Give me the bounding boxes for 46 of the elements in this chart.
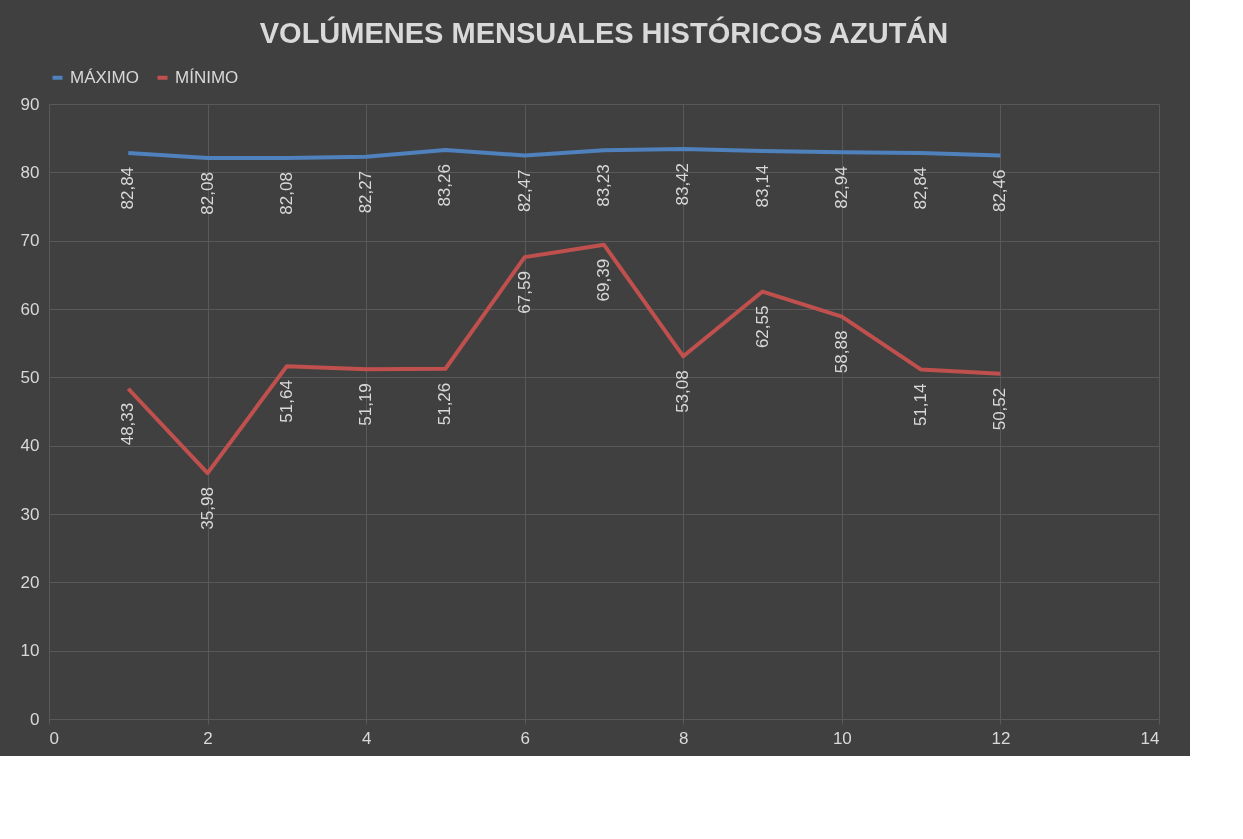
y-tick-label: 80: [20, 162, 40, 182]
y-tick-label: 70: [20, 231, 40, 251]
data-label: 82,08: [197, 172, 217, 215]
y-tick-label: 30: [20, 504, 40, 524]
x-tick-label: 6: [520, 728, 530, 748]
data-label: 82,46: [990, 169, 1010, 213]
data-label: 67,59: [514, 271, 534, 314]
y-tick-label: 10: [20, 641, 40, 661]
data-label: 62,55: [752, 305, 772, 349]
data-label: 35,98: [197, 487, 217, 530]
chart-title: VOLÚMENES MENSUALES HISTÓRICOS AZUTÁN: [259, 16, 949, 49]
x-tick-label: 14: [1140, 728, 1160, 748]
x-tick-label: 0: [49, 728, 59, 748]
y-tick-label: 60: [20, 299, 40, 319]
data-label: 82,84: [118, 166, 138, 210]
legend-label: MÁXIMO: [70, 67, 139, 87]
x-tick-label: 12: [991, 728, 1011, 748]
data-label: 51,19: [356, 383, 376, 426]
data-label: 50,52: [990, 387, 1010, 431]
data-label: 83,23: [594, 164, 613, 207]
x-tick-label: 10: [832, 728, 852, 748]
data-label: 82,94: [831, 166, 851, 209]
data-label: 48,33: [118, 402, 138, 446]
x-tick-label: 2: [203, 728, 213, 748]
data-label: 82,08: [276, 172, 296, 215]
data-label: 53,08: [673, 370, 693, 413]
data-label: 83,14: [752, 164, 772, 208]
data-label: 83,42: [673, 162, 693, 206]
data-label: 51,26: [435, 382, 455, 426]
data-label: 82,84: [911, 166, 931, 210]
data-label: 83,26: [435, 164, 455, 207]
data-label: 69,39: [594, 258, 613, 302]
line-series: [126, 146, 1003, 161]
data-label: 51,64: [276, 380, 296, 423]
y-tick-label: 50: [20, 367, 40, 387]
y-tick-label: 90: [20, 94, 40, 114]
legend-label: MÍNIMO: [175, 67, 239, 87]
y-tick-label: 40: [20, 436, 40, 456]
x-tick-label: 4: [361, 728, 372, 748]
y-tick-label: 20: [20, 572, 40, 592]
data-label: 82,47: [514, 169, 534, 212]
data-label: 51,14: [911, 383, 931, 427]
data-label: 82,27: [356, 170, 376, 214]
y-tick-label: 0: [30, 709, 40, 729]
x-tick-label: 8: [679, 728, 689, 748]
data-label: 58,88: [831, 330, 851, 374]
